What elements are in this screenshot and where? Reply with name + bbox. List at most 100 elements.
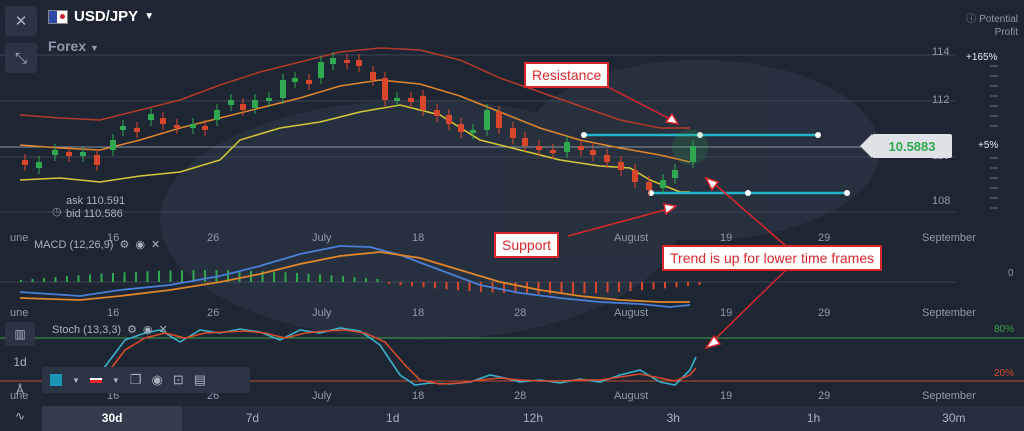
macd-histogram-bar (31, 279, 34, 282)
macd-histogram-bar (100, 273, 103, 282)
macd-histogram-bar (503, 282, 505, 294)
ask-value: ask 110.591 (66, 195, 126, 207)
asset-selector[interactable]: USD/JPY ▼ (48, 8, 154, 25)
period-label: 1d (13, 355, 27, 369)
macd-histogram-bar (238, 270, 241, 282)
macd-histogram-bar (629, 282, 632, 292)
macd-histogram-bar (135, 271, 137, 282)
candle-body (496, 112, 502, 128)
macd-histogram-bar (330, 275, 333, 282)
macd-indicator-label: MACD (12,26,9) ⚙ ◉ ✕ (34, 238, 161, 252)
macd-histogram-bar (468, 282, 471, 292)
x-axis-label: une (10, 232, 29, 244)
x-axis-label: 16 (107, 307, 120, 319)
ask-bid-readout: ask 110.591 bid 110.586 (66, 195, 125, 221)
candle-body (394, 98, 400, 101)
lower-band-line (19, 104, 690, 193)
support-level[interactable] (648, 190, 850, 196)
eye-icon[interactable]: ◉ (135, 239, 145, 251)
candle-body (408, 98, 414, 102)
macd-histogram-bar (549, 282, 551, 294)
macd-fast-line (19, 245, 691, 308)
macd-histogram-bar (43, 278, 45, 282)
timeframe-tab-30m[interactable]: 30m (942, 411, 966, 425)
macd-histogram-bar (307, 273, 310, 282)
candle-body (228, 100, 234, 105)
candle-body (690, 146, 696, 162)
macd-histogram-bar (123, 272, 126, 282)
timeframe-tab-1d[interactable]: 1d (386, 411, 400, 425)
candle-body (292, 78, 298, 82)
macd-label-text: MACD (12,26,9) (34, 238, 114, 251)
resistance-level[interactable] (581, 132, 821, 138)
close-icon[interactable]: ✕ (158, 324, 168, 336)
macd-histogram-bar (595, 282, 597, 294)
drawing-button[interactable]: ∿ (5, 404, 35, 428)
x-axis-label: 19 (720, 232, 733, 244)
minimize-icon: ⤡ (14, 49, 27, 67)
macd-slow-line (19, 251, 690, 303)
candle-body (318, 62, 324, 78)
candle-body (370, 72, 376, 80)
color-swatch[interactable] (50, 374, 62, 386)
close-button[interactable]: ✕ (5, 6, 37, 36)
x-axis-label: September (922, 390, 976, 402)
candle-body (356, 60, 362, 66)
candle-body (266, 98, 272, 101)
unlock-icon[interactable]: ⊡ (172, 372, 184, 387)
macd-histogram-bar (77, 275, 80, 282)
candle-body (604, 155, 610, 162)
timeframe-tab-3h[interactable]: 3h (666, 411, 680, 425)
timeframe-tab-1h[interactable]: 1h (806, 411, 821, 425)
profit-pct-top: +165% (966, 52, 998, 63)
macd-histogram-bar (169, 270, 172, 282)
timeframe-tab-30d[interactable]: 30d (42, 406, 183, 431)
candle-body (330, 58, 336, 64)
candle-body (522, 138, 528, 146)
macd-histogram-bar (376, 279, 379, 282)
current-price-glow (672, 129, 708, 165)
candle-body (590, 150, 596, 155)
copy-icon[interactable]: ❐ (129, 372, 142, 387)
info-icon: ⓘ (966, 14, 977, 25)
gear-icon[interactable]: ⚙ (119, 239, 130, 251)
chevron-down-icon[interactable]: ▼ (111, 375, 120, 385)
category-selector[interactable]: Forex ▼ (48, 38, 99, 54)
indicator-icon: Å (15, 383, 24, 397)
timeframe-tab-12h[interactable]: 12h (522, 411, 543, 425)
indicators-button[interactable]: Å (5, 378, 35, 402)
minimize-button[interactable]: ⤡ (5, 43, 37, 73)
macd-histogram-bar (698, 282, 701, 286)
x-axis-label: 26 (207, 232, 220, 244)
eye-icon[interactable]: ◉ (142, 324, 153, 336)
candle-body (446, 115, 452, 124)
macd-histogram-bar (399, 282, 402, 286)
macd-histogram-bar (146, 271, 149, 282)
timeframe-tab-7d[interactable]: 7d (245, 411, 260, 425)
candlestick-icon: ▥ (14, 327, 26, 341)
line-style-icon[interactable] (89, 377, 102, 383)
macd-histogram-bar (388, 282, 390, 284)
candle-body (280, 80, 286, 98)
x-axis-label: July (312, 390, 332, 402)
candle-body (550, 150, 556, 153)
gear-icon[interactable]: ⚙ (127, 324, 137, 336)
profit-text: Profit (994, 27, 1018, 38)
period-button[interactable]: 1d (5, 350, 35, 374)
trash-icon[interactable]: ▤ (193, 372, 207, 387)
candle-body (190, 124, 196, 128)
eye-icon[interactable]: ◉ (151, 372, 163, 387)
profit-pct-mid: +5% (978, 140, 999, 151)
close-icon[interactable]: ✕ (150, 239, 161, 251)
chart-type-button[interactable]: ▥ (5, 322, 35, 346)
macd-histogram-bar (480, 282, 482, 292)
candle-body (646, 182, 652, 190)
chevron-down-icon[interactable]: ▼ (72, 375, 80, 385)
candle-body (632, 170, 638, 182)
macd-histogram-bar (445, 282, 448, 290)
candle-body (660, 180, 666, 188)
current-price-value: 10.5883 (888, 138, 936, 154)
potential-text: Potential (979, 14, 1018, 25)
macd-histogram-bar (296, 272, 298, 282)
